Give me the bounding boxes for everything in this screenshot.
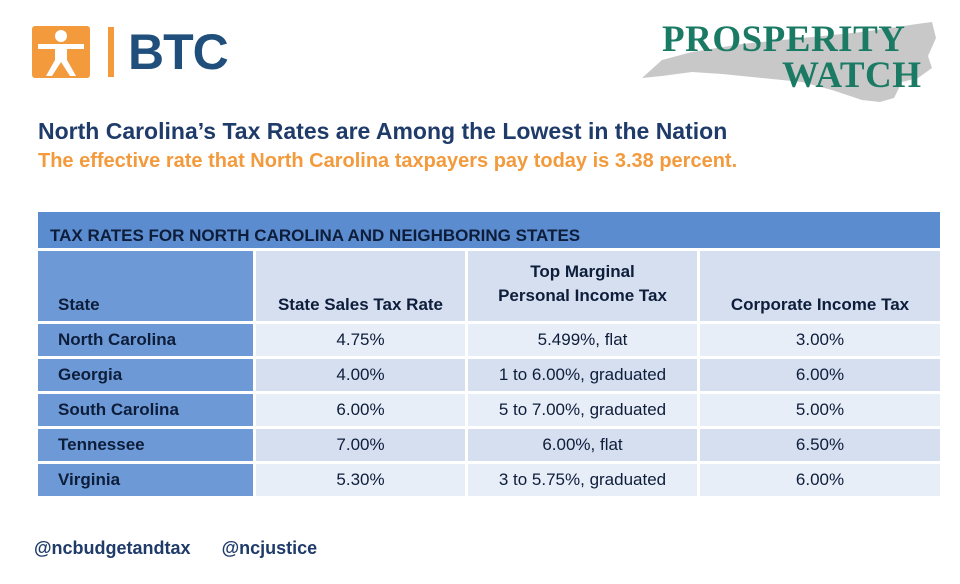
rate-cell: 6.00% (700, 464, 940, 496)
btc-logo: BTC (32, 24, 229, 80)
rate-cell: 5.30% (256, 464, 468, 496)
header-income-tax-line1: Top Marginal (530, 262, 635, 281)
page-subtitle: The effective rate that North Carolina t… (38, 150, 738, 172)
rate-cell: 6.00% (256, 394, 468, 426)
state-name-cell: Virginia (38, 464, 256, 496)
header-state: State (38, 251, 256, 321)
rate-cell: 7.00% (256, 429, 468, 461)
table-row: North Carolina 4.75% 5.499%, flat 3.00% (38, 321, 940, 356)
state-name-cell: Tennessee (38, 429, 256, 461)
state-name-cell: North Carolina (38, 324, 256, 356)
rate-cell: 6.00%, flat (468, 429, 700, 461)
watch-text: WATCH (782, 55, 922, 96)
person-figure-icon (32, 26, 90, 78)
rate-cell: 3 to 5.75%, graduated (468, 464, 700, 496)
rate-cell: 5.499%, flat (468, 324, 700, 356)
table-caption: TAX RATES FOR NORTH CAROLINA AND NEIGHBO… (38, 212, 940, 251)
header-sales-tax: State Sales Tax Rate (256, 251, 468, 321)
rate-cell: 6.50% (700, 429, 940, 461)
rate-cell: 4.00% (256, 359, 468, 391)
rate-cell: 6.00% (700, 359, 940, 391)
table-row: Georgia 4.00% 1 to 6.00%, graduated 6.00% (38, 356, 940, 391)
header-corporate-tax: Corporate Income Tax (700, 251, 940, 321)
twitter-handle-justice[interactable]: @ncjustice (221, 538, 318, 558)
header-income-tax-line2: Personal Income Tax (498, 286, 667, 305)
logo-divider (108, 27, 114, 77)
twitter-handle-budget[interactable]: @ncbudgetandtax (34, 538, 191, 558)
north-carolina-map-icon (642, 22, 936, 102)
page-title: North Carolina’s Tax Rates are Among the… (38, 118, 728, 144)
table-header-row: State State Sales Tax Rate Top Marginal … (38, 251, 940, 321)
footer-handles: @ncbudgetandtax @ncjustice (34, 538, 317, 559)
state-name-cell: South Carolina (38, 394, 256, 426)
table-row: South Carolina 6.00% 5 to 7.00%, graduated… (38, 391, 940, 426)
table-row: Tennessee 7.00% 6.00%, flat 6.50% (38, 426, 940, 461)
rate-cell: 3.00% (700, 324, 940, 356)
header-income-tax: Top Marginal Personal Income Tax (468, 251, 700, 321)
rate-cell: 1 to 6.00%, graduated (468, 359, 700, 391)
prosperity-text: PROSPERITY (662, 19, 906, 60)
rate-cell: 4.75% (256, 324, 468, 356)
rate-cell: 5 to 7.00%, graduated (468, 394, 700, 426)
rate-cell: 5.00% (700, 394, 940, 426)
table-row: Virginia 5.30% 3 to 5.75%, graduated 6.00% (38, 461, 940, 496)
prosperity-watch-logo: PROSPERITY WATCH (632, 8, 942, 108)
btc-logo-text: BTC (128, 24, 229, 80)
tax-rates-table: TAX RATES FOR NORTH CAROLINA AND NEIGHBO… (38, 212, 940, 496)
state-name-cell: Georgia (38, 359, 256, 391)
